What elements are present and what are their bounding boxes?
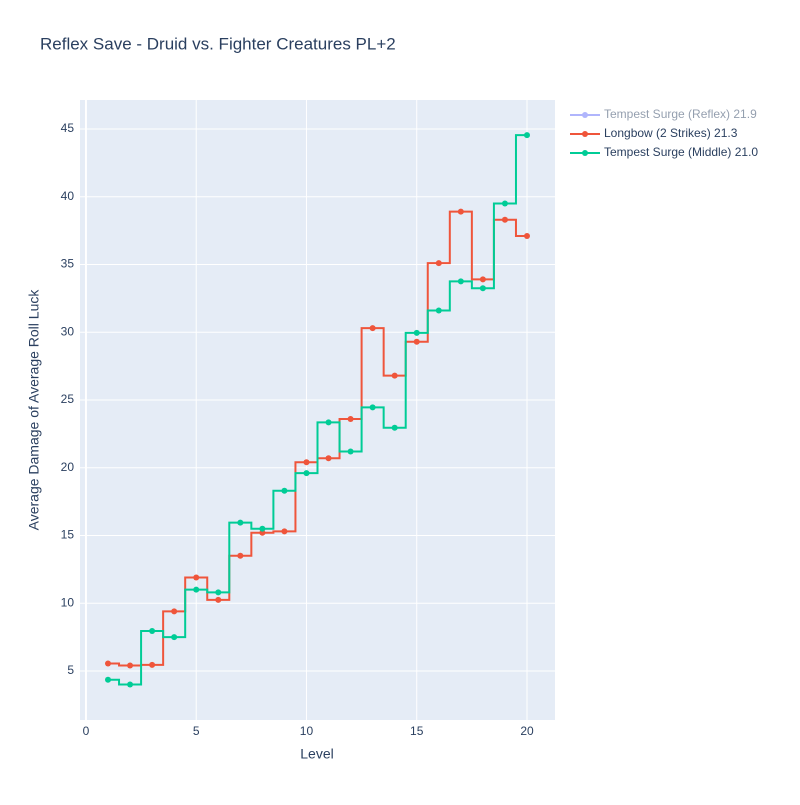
data-point [215, 589, 222, 596]
data-point [347, 448, 354, 455]
data-point [193, 586, 200, 593]
data-point [501, 200, 508, 207]
data-point [171, 608, 178, 615]
data-point [237, 552, 244, 559]
data-point [105, 676, 112, 683]
data-point [303, 470, 310, 477]
data-point [457, 208, 464, 215]
data-point [127, 662, 134, 669]
data-point [259, 525, 266, 532]
data-point [127, 681, 134, 688]
legend-item: Tempest Surge (Middle) 21.0 [570, 145, 758, 159]
data-point [391, 372, 398, 379]
y-tick-label: 15 [61, 528, 75, 542]
legend-marker [582, 131, 588, 137]
data-point [391, 424, 398, 431]
data-point [171, 634, 178, 641]
y-tick-label: 10 [61, 595, 75, 609]
x-tick-label: 5 [193, 724, 200, 738]
data-point [369, 404, 376, 411]
data-point [325, 455, 332, 462]
x-tick-label: 0 [83, 724, 90, 738]
data-point [281, 528, 288, 535]
data-point [413, 338, 420, 345]
grid [80, 100, 555, 720]
legend-marker [582, 112, 588, 118]
plot-area [80, 100, 555, 720]
legend-marker [582, 150, 588, 156]
legend-item: Tempest Surge (Reflex) 21.9 [570, 107, 757, 121]
y-tick-label: 25 [61, 392, 75, 406]
legend-label: Longbow (2 Strikes) 21.3 [604, 126, 738, 140]
y-tick-label: 35 [61, 257, 75, 271]
data-point [413, 329, 420, 336]
x-tick-label: 10 [300, 724, 314, 738]
data-point [479, 276, 486, 283]
x-tick-label: 15 [410, 724, 424, 738]
data-point [347, 415, 354, 422]
x-tick-label: 20 [520, 724, 534, 738]
data-point [105, 660, 112, 667]
data-point [523, 233, 530, 240]
data-point [215, 596, 222, 603]
y-tick-label: 30 [61, 324, 75, 338]
data-point [457, 278, 464, 285]
data-point [501, 216, 508, 223]
legend-label: Tempest Surge (Reflex) 21.9 [604, 107, 757, 121]
data-point [435, 307, 442, 314]
data-point [369, 325, 376, 332]
data-point [149, 661, 156, 668]
data-point [303, 459, 310, 466]
data-point [435, 260, 442, 267]
y-tick-label: 20 [61, 460, 75, 474]
data-point [523, 132, 530, 139]
marks [105, 132, 530, 688]
legend-item: Longbow (2 Strikes) 21.3 [570, 126, 738, 140]
data-point [479, 285, 486, 292]
y-tick-label: 45 [61, 121, 75, 135]
data-point [325, 419, 332, 426]
y-tick-label: 5 [67, 663, 74, 677]
legend-label: Tempest Surge (Middle) 21.0 [604, 145, 758, 159]
chart-title: Reflex Save - Druid vs. Fighter Creature… [40, 34, 396, 53]
y-axis-title: Average Damage of Average Roll Luck [26, 289, 42, 531]
data-point [237, 519, 244, 526]
data-point [281, 487, 288, 494]
data-point [193, 574, 200, 581]
series-line [108, 134, 527, 686]
y-tick-label: 40 [61, 189, 75, 203]
x-axis-title: Level [300, 746, 333, 762]
data-point [149, 627, 156, 634]
